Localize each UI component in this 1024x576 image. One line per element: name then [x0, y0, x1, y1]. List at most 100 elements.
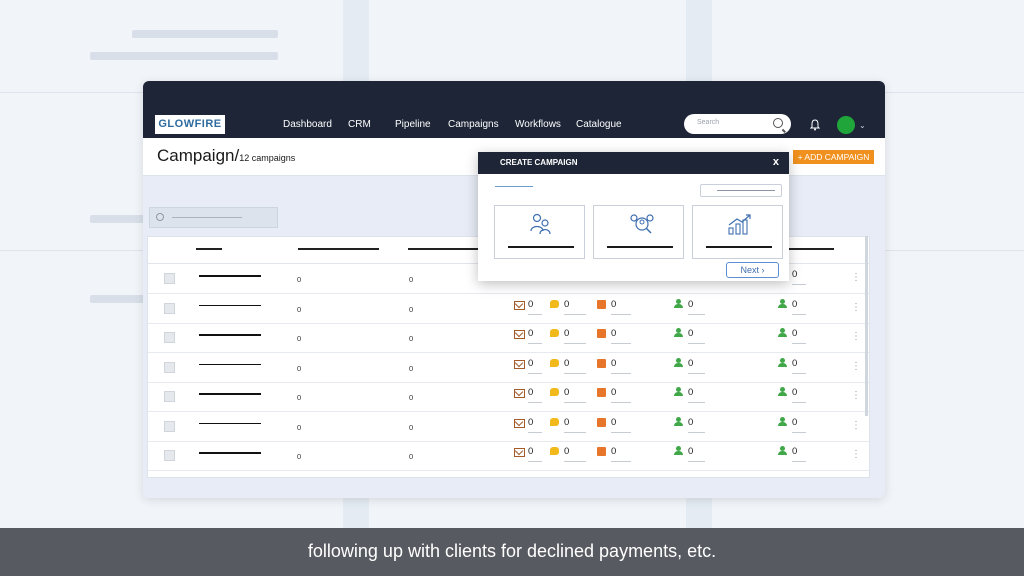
table-row[interactable]: 0 0 0 0 0 0 0 ⋮	[148, 323, 869, 353]
row-checkbox[interactable]	[164, 273, 175, 284]
leads-underline	[792, 284, 806, 285]
note-count: 0	[611, 387, 617, 398]
table-row[interactable]: 0 0 0 0 0 0 0 ⋮	[148, 382, 869, 412]
nav-dashboard[interactable]: Dashboard	[283, 119, 332, 130]
campaign-name[interactable]	[199, 304, 261, 306]
more-options-icon[interactable]: ⋮	[851, 449, 861, 460]
row-checkbox[interactable]	[164, 332, 175, 343]
close-icon[interactable]: x	[772, 156, 779, 168]
table-row[interactable]: 0 0 0 0 0 0 0 ⋮	[148, 353, 869, 383]
leads-count: 0	[792, 387, 798, 398]
more-options-icon[interactable]: ⋮	[851, 301, 861, 313]
modal-tab[interactable]	[495, 186, 533, 187]
campaign-name[interactable]	[199, 363, 261, 365]
table-row[interactable]: 0 0 0 0 0 0 0 ⋮	[148, 441, 869, 471]
campaign-name[interactable]	[199, 275, 261, 277]
chevron-down-icon[interactable]: ⌄	[859, 121, 866, 130]
campaign-name[interactable]	[199, 452, 261, 454]
email-icon	[514, 389, 525, 398]
note-underline	[611, 372, 631, 374]
campaign-option-people[interactable]	[494, 205, 585, 259]
row-checkbox[interactable]	[164, 361, 175, 373]
row-checkbox[interactable]	[164, 420, 175, 432]
email-count: 0	[528, 357, 534, 369]
row-checkbox[interactable]	[164, 450, 175, 461]
user-icon	[674, 387, 683, 397]
campaign-option-growth[interactable]	[692, 205, 783, 259]
campaign-name[interactable]	[199, 334, 261, 336]
add-campaign-button[interactable]: + ADD CAMPAIGN	[793, 150, 874, 164]
row-checkbox[interactable]	[164, 391, 175, 402]
row-checkbox[interactable]	[164, 302, 175, 314]
page-title-text: Campaign/	[157, 146, 240, 165]
chat-icon	[550, 358, 559, 367]
chat-icon	[550, 299, 559, 308]
campaign-option-audience[interactable]	[593, 205, 684, 259]
search-input[interactable]: Search	[684, 114, 791, 134]
table-scrollbar[interactable]	[865, 236, 868, 416]
background-line	[132, 30, 278, 38]
next-label: Next	[740, 265, 759, 275]
create-campaign-modal: CREATE CAMPAIGN x Next	[478, 152, 789, 281]
growth-chart-icon	[728, 214, 751, 235]
col1-value: 0	[297, 304, 302, 314]
filter-search-input[interactable]	[149, 207, 278, 228]
user-icon	[674, 328, 683, 338]
chat-count: 0	[564, 416, 570, 428]
modal-select-line	[717, 190, 775, 191]
background-line	[90, 52, 278, 60]
option-label-line	[508, 246, 574, 248]
email-icon	[514, 300, 525, 310]
search-icon[interactable]	[773, 118, 783, 128]
avatar[interactable]	[837, 116, 855, 134]
campaign-name[interactable]	[199, 422, 261, 424]
email-icon	[514, 330, 525, 339]
note-icon	[597, 447, 606, 456]
chat-count: 0	[564, 328, 570, 339]
table-row[interactable]: 0 0 0 0 0 0 0 ⋮	[148, 294, 869, 324]
logo[interactable]: GLOWFIRE	[155, 115, 225, 134]
col2-value: 0	[409, 393, 414, 402]
header-leads	[786, 248, 834, 250]
more-options-icon[interactable]: ⋮	[851, 331, 861, 342]
search-placeholder: Search	[697, 119, 720, 126]
more-options-icon[interactable]: ⋮	[851, 360, 861, 372]
chat-count: 0	[564, 446, 570, 457]
contacts-count: 0	[688, 446, 694, 457]
email-underline	[528, 343, 542, 344]
nav-workflows[interactable]: Workflows	[515, 119, 561, 130]
more-options-icon[interactable]: ⋮	[851, 272, 861, 283]
contacts-count: 0	[688, 416, 694, 428]
more-options-icon[interactable]: ⋮	[851, 390, 861, 401]
bell-icon[interactable]	[810, 119, 820, 131]
contacts-underline	[688, 402, 705, 403]
col1-value: 0	[297, 422, 302, 432]
table-row[interactable]: 0 0 0 ⋮	[148, 264, 869, 294]
leads-underline	[792, 431, 806, 433]
note-icon	[597, 417, 606, 427]
more-options-icon[interactable]: ⋮	[851, 419, 861, 431]
chat-count: 0	[564, 387, 570, 398]
app-window: GLOWFIRE Dashboard CRM Pipeline Campaign…	[143, 81, 885, 498]
next-button[interactable]: Next ›	[726, 262, 779, 278]
background-line	[90, 295, 145, 303]
col1-value: 0	[297, 275, 302, 284]
nav-catalogue[interactable]: Catalogue	[576, 119, 622, 130]
nav-crm[interactable]: CRM	[348, 119, 371, 130]
leads-underline	[792, 343, 806, 344]
modal-select[interactable]	[700, 184, 782, 197]
chat-underline	[564, 431, 586, 433]
user-icon	[674, 416, 683, 427]
contacts-underline	[688, 431, 705, 433]
filter-placeholder-line	[172, 217, 242, 218]
note-count: 0	[611, 298, 617, 310]
table-row[interactable]: 0 0 0 0 0 0 0 ⋮	[148, 412, 869, 442]
col1-value: 0	[297, 452, 302, 461]
caption-bar: following up with clients for declined p…	[0, 528, 1024, 576]
nav-campaigns[interactable]: Campaigns	[448, 119, 499, 130]
chat-underline	[564, 461, 586, 462]
background-line	[90, 215, 145, 223]
campaign-name[interactable]	[199, 393, 261, 395]
nav-pipeline[interactable]: Pipeline	[395, 119, 431, 130]
header-name	[196, 248, 222, 250]
